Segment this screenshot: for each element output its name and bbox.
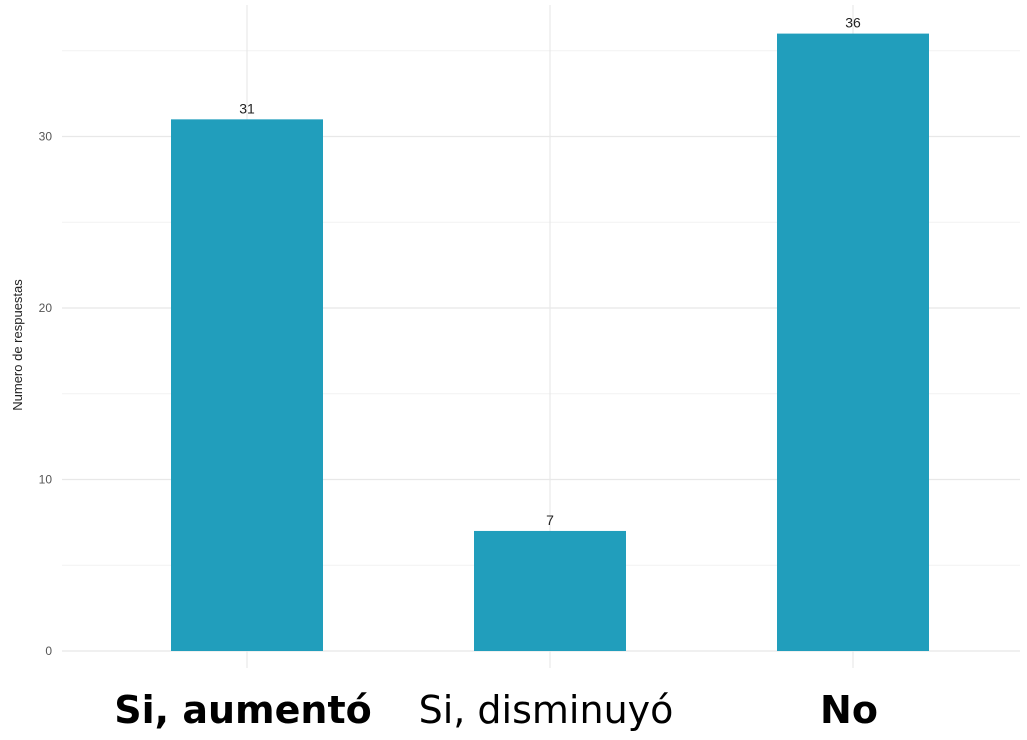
data-labels: 31 7 36 — [239, 15, 861, 528]
bar-value-label: 31 — [239, 100, 255, 116]
y-tick-label: 0 — [45, 644, 52, 658]
category-label: No — [820, 688, 878, 732]
y-axis-title: Numero de respuestas — [10, 279, 25, 411]
bar — [171, 119, 323, 652]
bar — [777, 33, 929, 652]
y-tick-label: 30 — [39, 130, 53, 144]
category-label: Si, aumentó — [114, 688, 371, 732]
bar-value-label: 7 — [546, 512, 554, 528]
bar — [474, 530, 626, 651]
y-tick-label: 20 — [39, 301, 53, 315]
category-labels: Si, aumentó Si, disminuyó No — [114, 688, 878, 732]
category-label: Si, disminuyó — [419, 688, 674, 732]
y-ticks: 0 10 20 30 — [39, 130, 53, 659]
bar-value-label: 36 — [845, 15, 861, 31]
bars-layer — [171, 33, 929, 652]
y-tick-label: 10 — [39, 473, 53, 487]
